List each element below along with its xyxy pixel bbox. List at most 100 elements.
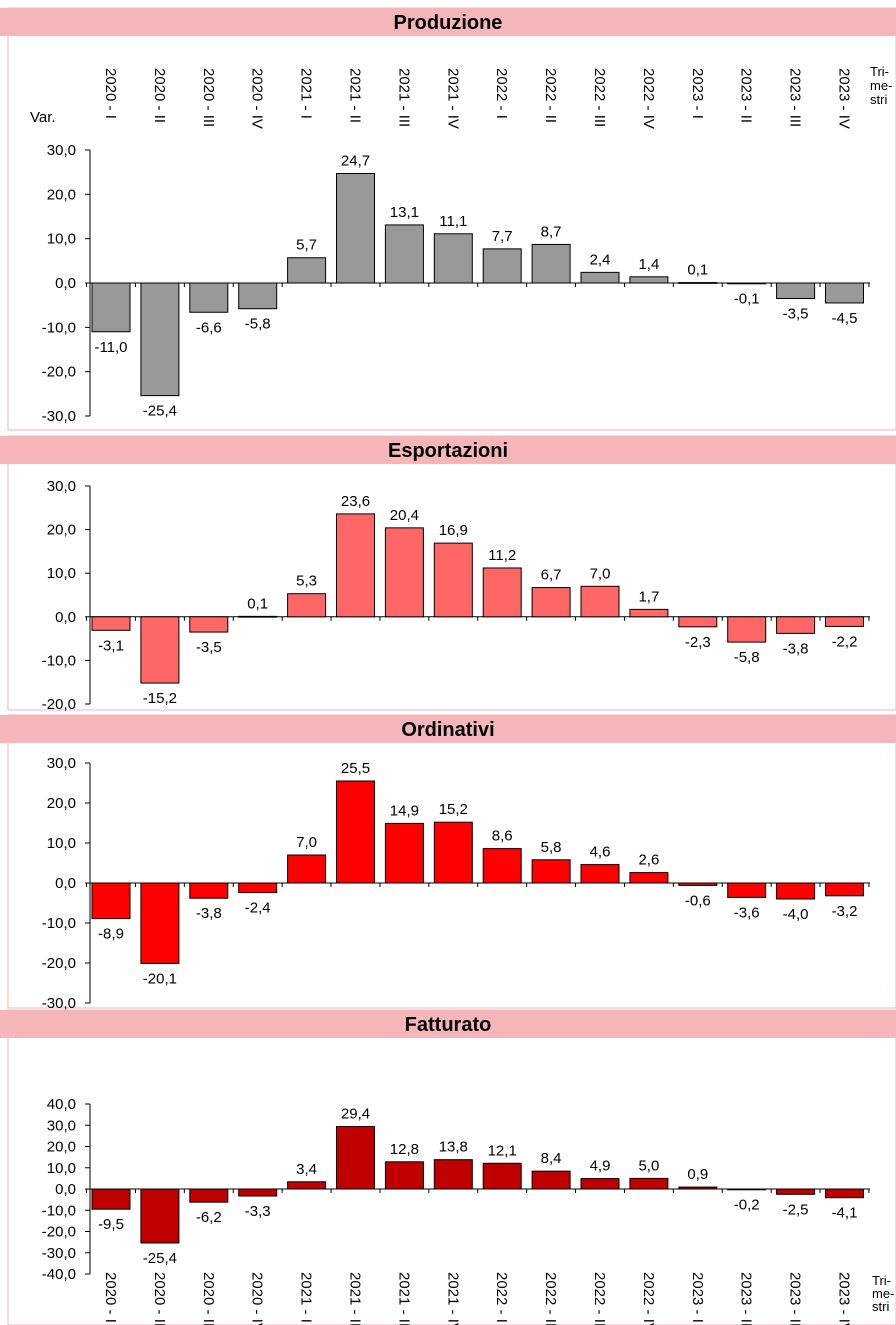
category-label: 2020 - III [200, 68, 217, 127]
y-tick-label: -20,0 [42, 955, 76, 972]
bar [580, 864, 620, 884]
data-label: 5,3 [296, 573, 317, 590]
category-label: 2020 - I [102, 1272, 119, 1323]
category-label: 2020 - II [151, 68, 168, 123]
category-label: 2021 - I [298, 68, 315, 119]
bar [91, 282, 131, 333]
bar [580, 271, 620, 284]
bar [776, 282, 816, 300]
y-tick-label: 30,0 [47, 1117, 76, 1134]
y-tick-label: -10,0 [42, 1202, 76, 1219]
panel-title-band [0, 436, 896, 464]
y-tick-label: 10,0 [47, 231, 76, 248]
y-tick-label: 0,0 [55, 609, 76, 626]
data-label: 13,8 [439, 1139, 468, 1156]
data-label: -4,0 [783, 906, 809, 923]
data-label: 24,7 [341, 152, 370, 169]
data-label: 11,1 [439, 213, 467, 230]
category-label: 2023 - IV [836, 68, 853, 129]
category-label: 2021 - IV [444, 1272, 461, 1325]
bar [482, 848, 522, 884]
data-label: -0,1 [734, 290, 760, 307]
panel-title: Ordinativi [401, 719, 494, 741]
data-label: -2,2 [832, 633, 858, 650]
bar [482, 248, 522, 284]
data-label: -25,4 [143, 403, 177, 420]
category-label: 2022 - I [493, 1272, 510, 1323]
panel-title-band [0, 715, 896, 743]
category-label: 2023 - II [738, 68, 755, 123]
bar [678, 282, 718, 284]
bar [384, 822, 424, 884]
data-label: 13,1 [390, 204, 419, 221]
bar [629, 872, 669, 884]
bar [727, 1188, 767, 1191]
data-label: 8,4 [541, 1150, 562, 1167]
data-label: 5,7 [296, 237, 317, 254]
y-tick-label: -10,0 [42, 652, 76, 669]
bar [91, 1188, 131, 1210]
data-label: -4,5 [832, 310, 858, 327]
bar [140, 616, 180, 684]
data-label: 20,4 [390, 507, 419, 524]
data-label: -2,5 [783, 1201, 809, 1218]
bar [433, 821, 473, 884]
data-label: 2,6 [638, 852, 659, 869]
bar [433, 233, 473, 284]
y-tick-label: 10,0 [47, 835, 76, 852]
data-label: -5,8 [734, 649, 760, 666]
bar [678, 1186, 718, 1190]
y-tick-label: -10,0 [42, 319, 76, 336]
bar [433, 1159, 473, 1190]
data-label: 15,2 [439, 801, 468, 818]
bar [678, 616, 718, 628]
category-label: 2020 - III [200, 1272, 217, 1325]
bar [580, 1178, 620, 1190]
bar [238, 1188, 278, 1197]
data-label: 2,4 [590, 251, 611, 268]
bar [727, 282, 767, 285]
y-tick-label: 0,0 [55, 875, 76, 892]
bar [287, 1181, 327, 1190]
bar [287, 257, 327, 284]
category-label: 2022 - IV [640, 1272, 657, 1325]
bar [91, 882, 131, 920]
bar [384, 224, 424, 284]
chart-panel-2: Esportazioni 30,0 20,0 10,0 0,0 -10,0 -20,0 -3,… [0, 435, 896, 713]
category-label: 2023 - III [787, 68, 804, 127]
data-label: 7,0 [296, 834, 317, 851]
bar [238, 615, 278, 618]
data-label: 5,8 [541, 839, 562, 856]
data-label: -2,3 [685, 634, 711, 651]
data-label: 4,6 [590, 844, 611, 861]
category-label: 2022 - IV [640, 68, 657, 129]
bar [531, 587, 571, 618]
x-unit-label: me- [872, 1286, 894, 1301]
category-label: 2021 - IV [444, 68, 461, 129]
data-label: -0,6 [685, 892, 711, 909]
y-tick-label: 30,0 [47, 755, 76, 772]
panel-title: Fatturato [405, 1014, 492, 1036]
data-label: 1,4 [638, 256, 659, 273]
y-tick-label: -20,0 [42, 696, 76, 713]
bar [287, 593, 327, 618]
bar [189, 1188, 229, 1203]
data-label: 3,4 [296, 1161, 317, 1178]
bar [336, 172, 375, 284]
category-label: 2023 - II [738, 1272, 755, 1325]
category-label: 2022 - II [542, 68, 559, 123]
data-label: -3,6 [734, 904, 760, 921]
data-label: 29,4 [341, 1106, 370, 1123]
y-unit-label: Var. [30, 109, 56, 126]
y-tick-label: -40,0 [42, 1266, 76, 1283]
data-label: -6,6 [196, 319, 222, 336]
category-label: 2023 - I [689, 1272, 706, 1323]
chart-panel-3: Ordinativi 30,0 20,0 10,0 0,0 -10,0 -20,0 -30,0… [0, 714, 896, 1012]
panel-title-band [0, 8, 896, 36]
bar [189, 282, 229, 313]
data-label: -5,8 [245, 316, 271, 333]
category-label: 2021 - III [395, 68, 412, 127]
bar [384, 527, 424, 618]
y-tick-label: -20,0 [42, 1224, 76, 1241]
